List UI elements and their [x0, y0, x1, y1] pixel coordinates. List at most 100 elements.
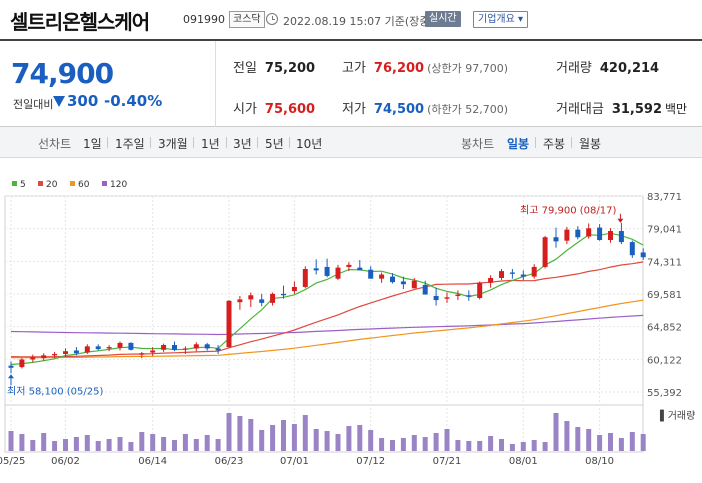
upper-limit: (상한가 97,700) — [427, 62, 509, 75]
legend-label: 60 — [78, 180, 90, 190]
divider — [571, 137, 572, 148]
candle-body — [106, 347, 112, 349]
divider — [107, 137, 108, 148]
moving-averages — [10, 232, 644, 366]
volume-label: ▌거래량 — [659, 409, 695, 422]
y-tick-label: 55,392 — [647, 388, 682, 399]
candle-body — [411, 280, 417, 289]
volume-bar — [531, 440, 537, 451]
realtime-button[interactable]: 실시간 — [425, 11, 461, 27]
volume-bar — [248, 419, 254, 451]
volume-bar — [553, 413, 559, 451]
change-percent: -0.40% — [104, 92, 163, 110]
ma5-line — [10, 232, 644, 366]
volume-label: 거래량 — [556, 61, 592, 76]
amount-label: 거래대금 — [556, 102, 604, 117]
candle-body — [117, 342, 123, 348]
candle-body — [618, 231, 624, 243]
candle-body — [597, 227, 603, 241]
y-axis: 83,771 79,041 74,311 69,581 64,852 60,122 55,3… — [647, 192, 682, 399]
change-value: 300 — [67, 92, 99, 110]
candle-body — [488, 277, 494, 283]
candle-body — [313, 268, 319, 271]
volume: 거래량 420,214 — [556, 57, 659, 76]
x-tick-label: 08/10 — [585, 456, 614, 467]
tab-3year[interactable]: 3년 — [233, 137, 252, 151]
high-value: 76,200 — [373, 61, 425, 76]
tab-1day[interactable]: 1일 — [83, 137, 102, 151]
candle-body — [499, 271, 504, 278]
y-tick-label: 79,041 — [647, 225, 682, 236]
volume-bar — [608, 433, 613, 451]
candle-body — [215, 348, 221, 351]
volume-bar — [41, 433, 47, 451]
open-price: 시가 75,600 — [233, 98, 315, 117]
candle-body — [291, 286, 297, 292]
tab-daily[interactable]: 일봉 — [507, 137, 530, 151]
volume-bar — [84, 435, 90, 451]
legend-swatch — [12, 181, 17, 186]
change-label: 전일대비 — [13, 98, 54, 111]
divider — [535, 137, 536, 148]
volume-bar — [564, 421, 570, 451]
x-tick-label: 06/02 — [51, 456, 80, 467]
volume-bar — [128, 442, 134, 451]
x-tick-label: 07/12 — [356, 456, 385, 467]
y-tick-label: 83,771 — [647, 192, 682, 203]
y-tick-label: 69,581 — [647, 290, 682, 301]
candle-body — [281, 293, 286, 296]
divider — [193, 137, 194, 148]
volume-bar — [586, 429, 592, 451]
candle-body — [84, 346, 90, 353]
amount-value: 31,592 — [611, 102, 663, 117]
divider — [226, 137, 227, 148]
candle-body — [73, 350, 79, 354]
divider — [257, 137, 258, 148]
volume-bar — [139, 432, 145, 451]
candle-body — [95, 346, 101, 350]
volume-bar — [281, 420, 286, 451]
candle-body — [368, 269, 374, 279]
volume-bar — [390, 440, 395, 451]
open-label: 시가 — [233, 102, 257, 117]
volume-bar — [520, 442, 526, 451]
price-summary: 74,900 전일대비 300 -0.40% 전일 75,200 고가 76,200… — [0, 41, 702, 127]
tab-10year[interactable]: 10년 — [296, 137, 323, 151]
low-arrow-head — [8, 374, 14, 379]
tab-monthly[interactable]: 월봉 — [579, 137, 602, 151]
tab-5year[interactable]: 5년 — [265, 137, 284, 151]
candle-body — [346, 264, 352, 267]
volume-bar — [237, 416, 243, 451]
candle-body — [455, 294, 461, 296]
x-tick-label: 07/01 — [280, 456, 309, 467]
legend-label: 20 — [46, 180, 58, 190]
volume-bar — [379, 438, 385, 451]
candle-body — [204, 344, 210, 349]
amount-unit: 백만 — [665, 102, 688, 116]
candle-body — [509, 272, 515, 274]
volume-bar — [346, 426, 352, 451]
timestamp: 2022.08.19 15:07 기준(장중) — [283, 15, 434, 28]
tab-1week[interactable]: 1주일 — [115, 137, 145, 151]
candle-body — [30, 357, 36, 360]
candle-body — [63, 351, 68, 354]
candle-body — [444, 297, 450, 299]
x-tick-label: 07/21 — [433, 456, 462, 467]
volume-bar — [466, 441, 472, 451]
volume-bar — [542, 442, 548, 451]
candle-body — [608, 231, 613, 241]
candle-body — [466, 295, 472, 297]
company-info-button[interactable]: 기업개요 ▾ — [473, 11, 528, 28]
prev-close-label: 전일 — [233, 61, 257, 76]
tab-weekly[interactable]: 주봉 — [543, 137, 566, 151]
volume-bar — [509, 444, 515, 451]
candle-body — [128, 342, 134, 350]
candle-body — [586, 228, 592, 237]
volume-bar — [73, 437, 79, 451]
tab-3month[interactable]: 3개월 — [158, 137, 188, 151]
volume-bar — [433, 433, 439, 451]
open-value: 75,600 — [264, 102, 316, 117]
lower-limit: (하한가 52,700) — [427, 103, 509, 116]
tab-1year[interactable]: 1년 — [201, 137, 220, 151]
candle-chart-label: 봉차트 — [461, 137, 495, 151]
